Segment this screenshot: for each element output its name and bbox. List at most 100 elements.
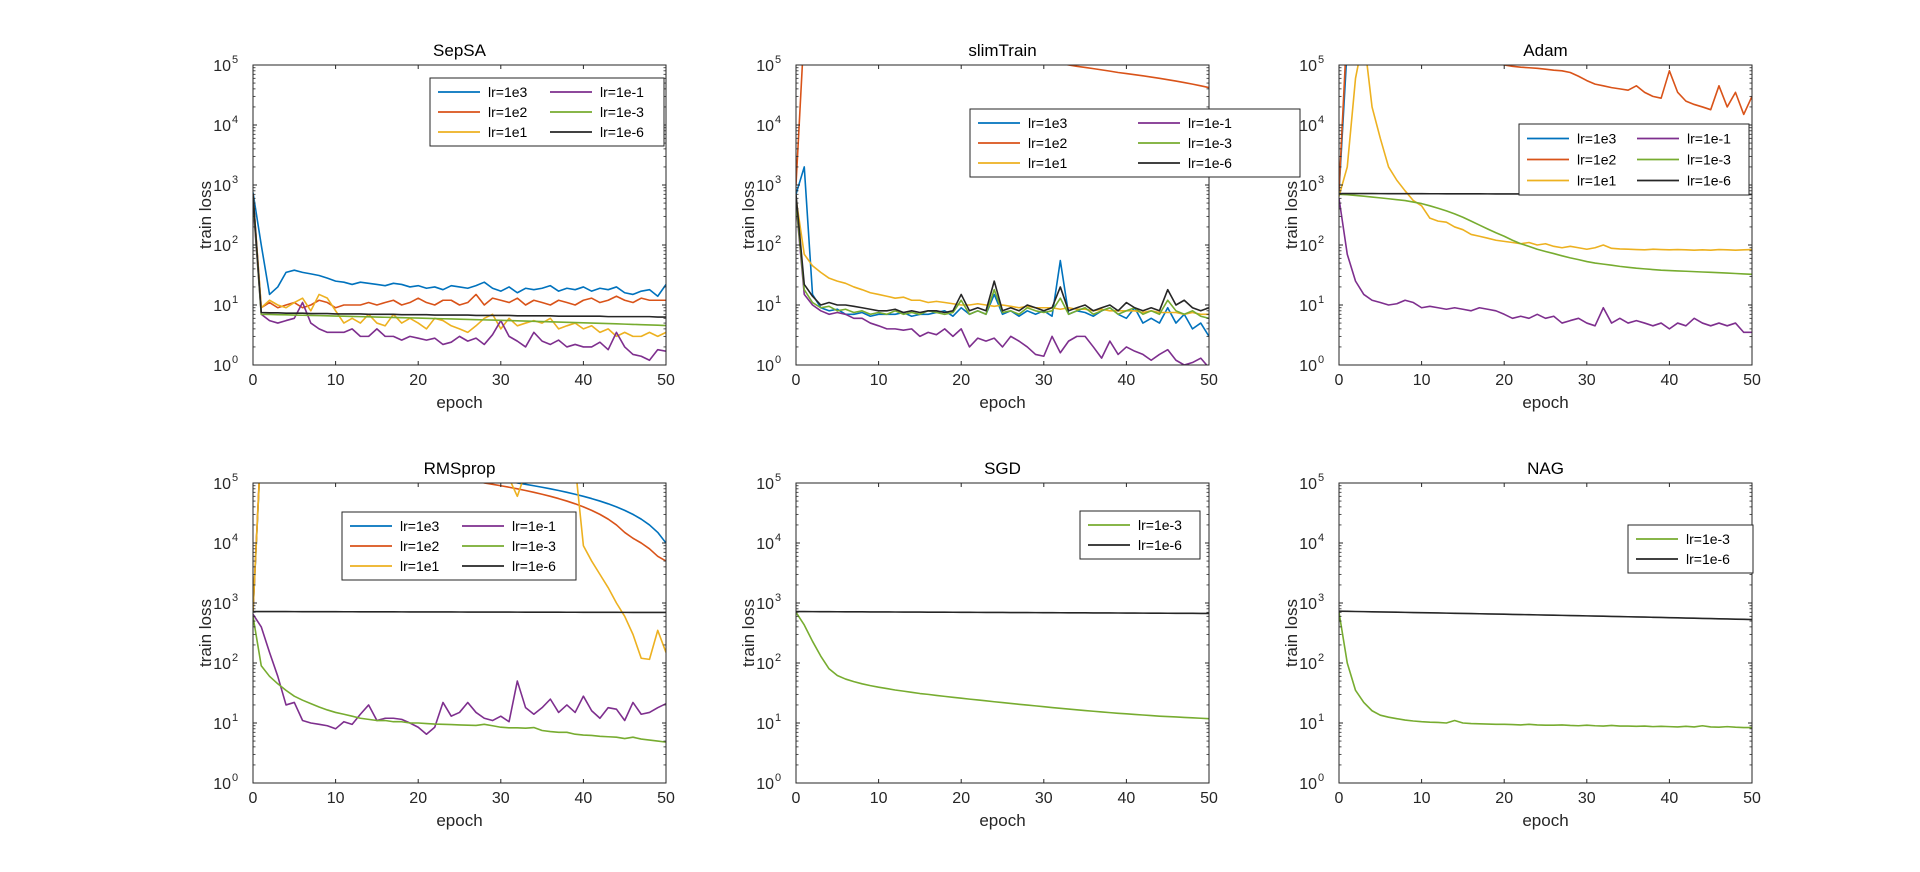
y-tick-exponent: 5 (775, 54, 781, 66)
y-tick-label: 10 (756, 118, 774, 135)
y-tick-label: 10 (213, 656, 231, 673)
y-tick-label: 10 (756, 238, 774, 255)
legend-item-lr-1e2: lr=1e2 (438, 104, 528, 120)
legend-label: lr=1e1 (1028, 155, 1068, 171)
x-tick-label: 40 (1661, 790, 1679, 807)
series-line-lr-1e3 (796, 166, 1209, 337)
legend-label: lr=1e2 (1577, 152, 1617, 168)
y-tick-exponent: 5 (1318, 472, 1324, 484)
y-tick-label: 10 (1299, 776, 1317, 793)
y-tick-label: 10 (756, 476, 774, 493)
y-axis-label: train loss (196, 599, 215, 667)
x-axis-label: epoch (1522, 393, 1568, 412)
axes-box (252, 482, 667, 784)
legend-item-lr-1e-1: lr=1e-1 (1138, 115, 1232, 131)
y-tick-label: 10 (213, 58, 231, 75)
y-tick-exponent: 5 (232, 54, 238, 66)
x-tick-label: 20 (409, 790, 427, 807)
legend-label: lr=1e-1 (600, 84, 644, 100)
legend-label: lr=1e2 (400, 538, 440, 554)
series-line-lr-1e-3 (1339, 193, 1752, 276)
x-tick-label: 50 (1743, 372, 1761, 389)
x-tick-label: 0 (249, 372, 258, 389)
y-tick-exponent: 3 (775, 174, 781, 186)
y-tick-label: 10 (1299, 118, 1317, 135)
legend-label: lr=1e-3 (1138, 517, 1182, 533)
x-tick-label: 30 (1035, 372, 1053, 389)
y-tick-exponent: 1 (775, 712, 781, 724)
x-axis-label: epoch (1522, 811, 1568, 830)
axes-box (1338, 64, 1753, 366)
legend-item-lr-1e-6: lr=1e-6 (1088, 537, 1182, 553)
y-tick-exponent: 0 (775, 772, 781, 784)
legend-item-lr-1e-3: lr=1e-3 (1636, 531, 1730, 547)
legend-label: lr=1e3 (400, 518, 440, 534)
legend: lr=1e3 lr=1e-1 lr=1e2 lr=1e-3 lr=1e1 lr=1e-6 (341, 511, 577, 581)
y-tick-exponent: 3 (1318, 592, 1324, 604)
legend-label: lr=1e2 (1028, 135, 1068, 151)
legend-label: lr=1e-1 (512, 518, 556, 534)
legend: lr=1e3 lr=1e-1 lr=1e2 lr=1e-3 lr=1e1 lr=1e-6 (969, 108, 1301, 178)
plot-area (1339, 65, 1752, 365)
y-tick-exponent: 0 (1318, 772, 1324, 784)
x-tick-label: 0 (1335, 790, 1344, 807)
axes-box (1338, 482, 1753, 784)
y-tick-label: 10 (1299, 596, 1317, 613)
x-tick-label: 50 (657, 790, 675, 807)
series-line-lr-1e-1 (253, 203, 666, 362)
x-tick-label: 0 (792, 790, 801, 807)
legend-item-lr-1e3: lr=1e3 (438, 84, 528, 100)
y-tick-exponent: 5 (232, 472, 238, 484)
legend-item-lr-1e2: lr=1e2 (978, 135, 1068, 151)
series-line-lr-1e2 (253, 194, 666, 309)
x-axis-label: epoch (436, 393, 482, 412)
y-tick-exponent: 1 (775, 294, 781, 306)
series-line-lr-1e2 (796, 65, 1209, 186)
legend-item-lr-1e3: lr=1e3 (978, 115, 1068, 131)
axes-box (252, 64, 667, 366)
y-tick-exponent: 2 (232, 234, 238, 246)
x-tick-label: 0 (792, 372, 801, 389)
y-tick-label: 10 (756, 656, 774, 673)
y-tick-label: 10 (213, 178, 231, 195)
y-tick-label: 10 (213, 596, 231, 613)
legend-label: lr=1e3 (488, 84, 528, 100)
y-tick-label: 10 (1299, 178, 1317, 195)
x-tick-label: 30 (1035, 790, 1053, 807)
y-tick-label: 10 (756, 358, 774, 375)
legend: lr=1e-3 lr=1e-6 (1627, 524, 1754, 574)
x-tick-label: 50 (1743, 790, 1761, 807)
x-tick-label: 0 (1335, 372, 1344, 389)
y-tick-label: 10 (756, 776, 774, 793)
legend-box (1627, 524, 1754, 574)
x-tick-label: 10 (1413, 790, 1431, 807)
series-group (796, 610, 1209, 720)
y-tick-label: 10 (213, 476, 231, 493)
legend-label: lr=1e1 (1577, 173, 1617, 189)
x-tick-label: 20 (1495, 790, 1513, 807)
series-line-lr-1e-3 (253, 616, 666, 743)
y-tick-label: 10 (756, 58, 774, 75)
y-axis-label: train loss (1282, 181, 1301, 249)
chart-title: Adam (1523, 41, 1567, 60)
y-axis-label: train loss (739, 599, 758, 667)
legend-label: lr=1e-3 (1188, 135, 1232, 151)
series-line-lr-1e-3 (796, 200, 1209, 320)
y-tick-label: 10 (1299, 716, 1317, 733)
series-line-lr-1e-6 (796, 194, 1209, 314)
series-line-lr-1e-3 (1339, 612, 1752, 729)
legend-label: lr=1e-1 (1188, 115, 1232, 131)
legend-item-lr-1e3: lr=1e3 (1527, 131, 1617, 147)
series-line-lr-1e1 (253, 196, 666, 338)
y-tick-exponent: 3 (232, 174, 238, 186)
y-tick-exponent: 1 (1318, 712, 1324, 724)
y-tick-exponent: 0 (232, 772, 238, 784)
legend-label: lr=1e1 (400, 558, 440, 574)
x-tick-label: 10 (1413, 372, 1431, 389)
chart-title: RMSprop (424, 459, 496, 478)
y-tick-exponent: 4 (1318, 532, 1324, 544)
legend-label: lr=1e-3 (600, 104, 644, 120)
legend-label: lr=1e-6 (1188, 155, 1232, 171)
y-tick-label: 10 (1299, 358, 1317, 375)
